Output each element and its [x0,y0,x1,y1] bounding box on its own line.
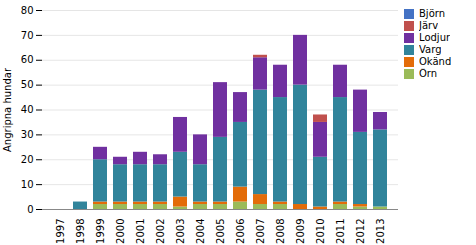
svg-text:20: 20 [21,154,34,165]
svg-text:2012: 2012 [355,219,366,244]
svg-text:2010: 2010 [315,219,326,244]
svg-text:2011: 2011 [335,219,346,244]
svg-text:2003: 2003 [175,219,186,244]
html-text:Järv: Järv [419,20,439,31]
html-text:Örn: Örn [419,68,438,79]
svg-text:Angripna hundar: Angripna hundar [2,67,13,152]
html-text:Lodjur: Lodjur [419,32,451,43]
svg-text:1998: 1998 [75,219,86,244]
svg-text:2008: 2008 [275,219,286,244]
svg-text:1997: 1997 [55,219,66,244]
svg-text:80: 80 [21,5,34,16]
svg-text:1999: 1999 [95,219,106,244]
svg-text:0: 0 [27,204,33,215]
html-text:Okänd: Okänd [419,56,452,67]
svg-text:50: 50 [21,79,34,90]
svg-text:2009: 2009 [295,219,306,244]
svg-text:40: 40 [21,104,34,115]
html-text:Varg: Varg [419,44,442,55]
svg-text:10: 10 [21,179,34,190]
svg-text:2005: 2005 [215,219,226,244]
svg-text:2007: 2007 [255,219,266,244]
svg-text:60: 60 [21,54,34,65]
svg-text:2006: 2006 [235,219,246,244]
svg-text:30: 30 [21,129,34,140]
svg-text:2013: 2013 [375,219,386,244]
svg-text:2001: 2001 [135,219,146,244]
svg-text:2000: 2000 [115,219,126,244]
svg-text:2002: 2002 [155,219,166,244]
html-text:Björn: Björn [419,8,445,19]
svg-text:2004: 2004 [195,219,206,244]
svg-text:70: 70 [21,30,34,41]
